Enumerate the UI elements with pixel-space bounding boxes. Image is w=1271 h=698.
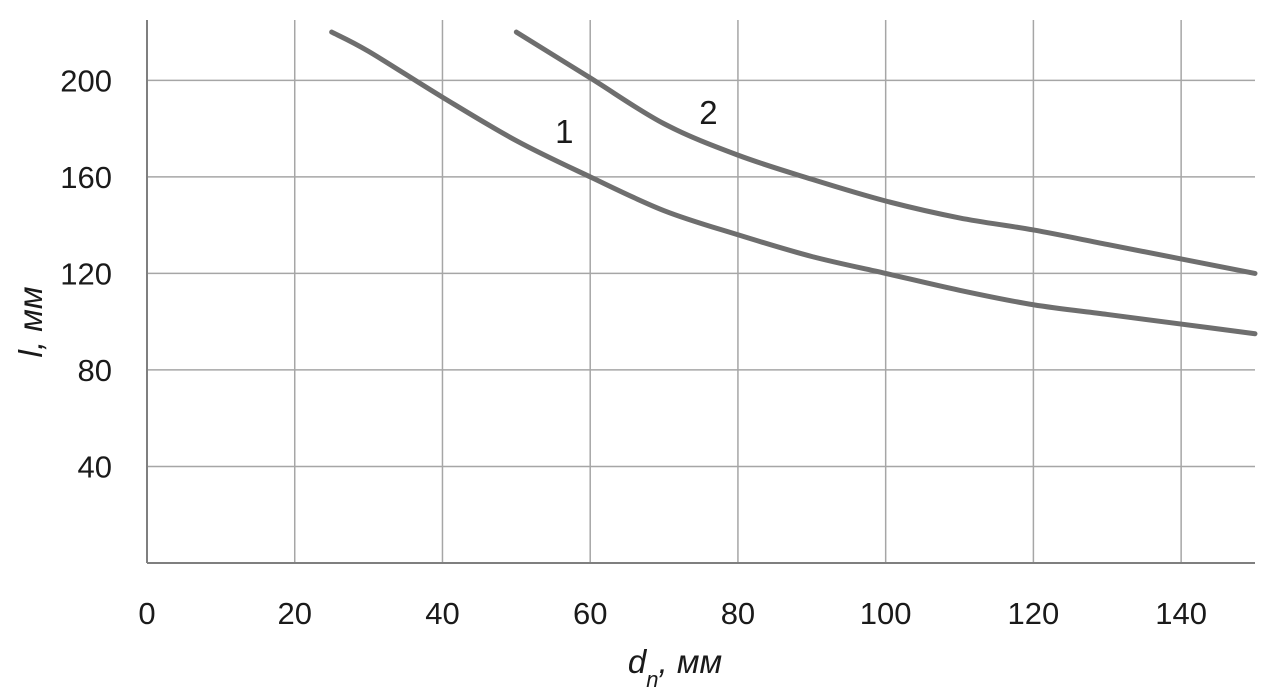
- tick-labels: 0 20 40 60 80 100 120 140 40 80 120 160 200: [60, 63, 1207, 631]
- x-axis-title-rest: , мм: [659, 643, 723, 680]
- grid: [147, 20, 1255, 563]
- x-tick-label: 60: [573, 596, 607, 631]
- x-tick-label: 0: [138, 596, 155, 631]
- x-tick-label: 80: [721, 596, 755, 631]
- x-axis-title-main: d: [628, 643, 648, 680]
- series-label-1: 1: [555, 113, 573, 150]
- y-tick-label: 40: [78, 449, 112, 484]
- x-tick-label: 100: [860, 596, 912, 631]
- x-tick-label: 20: [277, 596, 311, 631]
- series-lines: [329, 29, 1258, 337]
- series-labels: 12: [555, 94, 717, 150]
- series-line-1: [329, 29, 1258, 337]
- y-tick-label: 80: [78, 353, 112, 388]
- series-line-2: [513, 29, 1258, 276]
- series-label-2: 2: [699, 94, 717, 131]
- y-tick-label: 160: [60, 160, 112, 195]
- y-tick-label: 200: [60, 63, 112, 98]
- y-tick-label: 120: [60, 256, 112, 291]
- x-tick-label: 120: [1008, 596, 1060, 631]
- x-axis-title-sub: n: [646, 667, 658, 692]
- y-axis-title: l, мм: [12, 287, 49, 358]
- x-tick-label: 40: [425, 596, 459, 631]
- x-axis-title: dn, мм: [628, 643, 722, 692]
- axes: [146, 20, 1255, 564]
- x-tick-label: 140: [1155, 596, 1207, 631]
